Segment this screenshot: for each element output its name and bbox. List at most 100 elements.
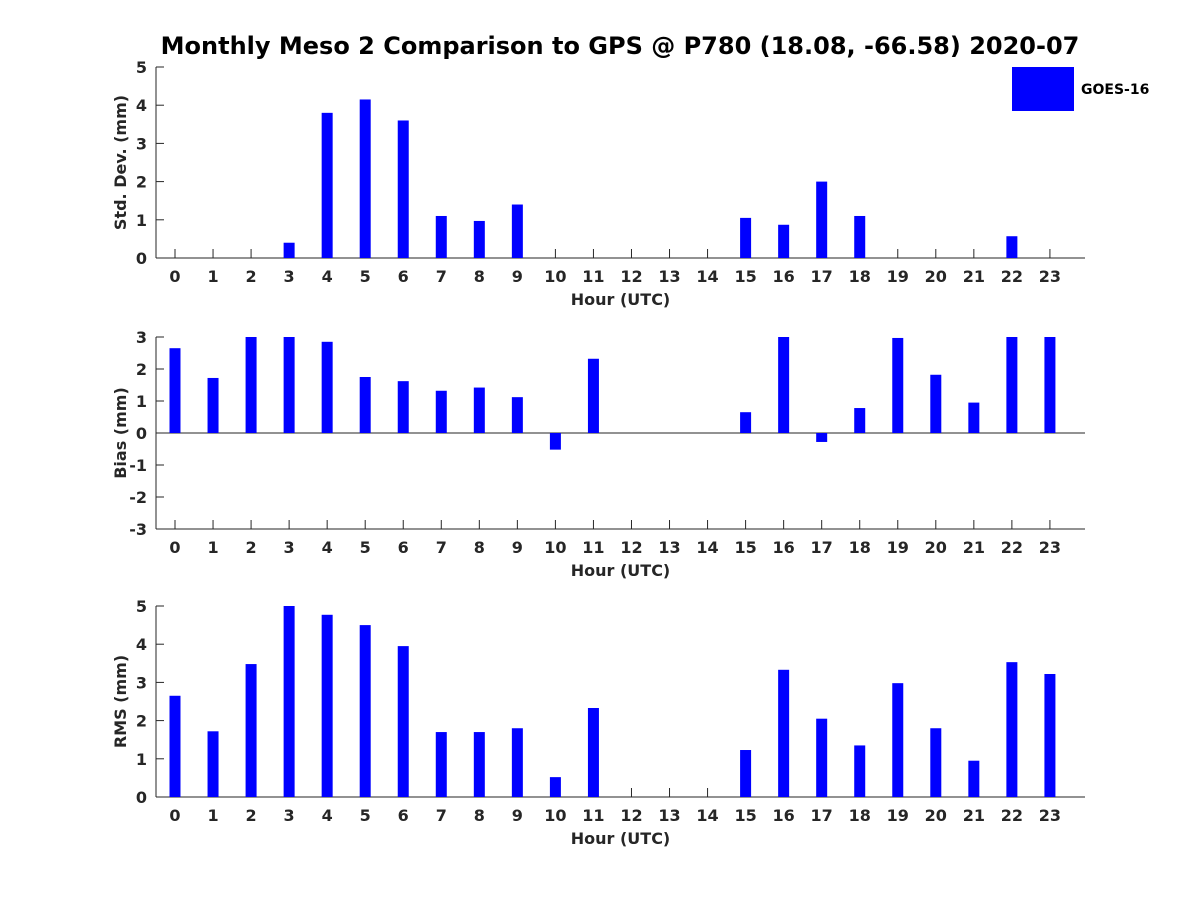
bias-xtick-label: 21 bbox=[963, 538, 985, 557]
rms-xtick-label: 21 bbox=[963, 806, 985, 825]
std-dev-bar-22 bbox=[1006, 236, 1018, 258]
rms-xtick-label: 23 bbox=[1039, 806, 1061, 825]
std-dev-xtick-label: 16 bbox=[773, 267, 795, 286]
rms-bar-9 bbox=[511, 728, 523, 797]
std-dev-xtick-label: 19 bbox=[887, 267, 909, 286]
rms-bar-1 bbox=[207, 731, 219, 797]
std-dev-ytick-label: 3 bbox=[136, 134, 147, 153]
std-dev-xtick-label: 21 bbox=[963, 267, 985, 286]
bias-ytick-label: 2 bbox=[136, 360, 147, 379]
bias-bar-9 bbox=[511, 397, 523, 433]
std-dev-bar-17 bbox=[816, 181, 828, 258]
bias-bar-10 bbox=[549, 433, 561, 450]
bias-bar-11 bbox=[587, 358, 599, 433]
std-dev-bar-15 bbox=[740, 217, 752, 258]
bias-xtick-label: 16 bbox=[773, 538, 795, 557]
bias-xtick-label: 7 bbox=[436, 538, 447, 557]
legend-label: GOES-16 bbox=[1081, 82, 1149, 98]
rms-xtick-label: 3 bbox=[284, 806, 295, 825]
std-dev-xtick-label: 15 bbox=[734, 267, 756, 286]
bias-xtick-label: 11 bbox=[582, 538, 604, 557]
rms-xtick-label: 9 bbox=[512, 806, 523, 825]
rms-bar-22 bbox=[1006, 662, 1018, 797]
std-dev-xtick-label: 3 bbox=[284, 267, 295, 286]
rms-xtick-label: 19 bbox=[887, 806, 909, 825]
rms-xtick-label: 7 bbox=[436, 806, 447, 825]
figure-title: Monthly Meso 2 Comparison to GPS @ P780 … bbox=[161, 32, 1080, 60]
bias-bar-6 bbox=[397, 381, 409, 433]
bias-ylabel: Bias (mm) bbox=[111, 387, 130, 479]
rms-xtick-label: 20 bbox=[925, 806, 947, 825]
std-dev-bar-18 bbox=[854, 215, 866, 258]
rms-xtick-label: 4 bbox=[322, 806, 333, 825]
bias-bar-22 bbox=[1006, 337, 1018, 433]
std-dev-xtick-label: 4 bbox=[322, 267, 333, 286]
bias-xtick-label: 17 bbox=[811, 538, 833, 557]
bias-ytick-label: 3 bbox=[136, 328, 147, 347]
rms-bar-11 bbox=[587, 707, 599, 797]
rms-xtick-label: 10 bbox=[544, 806, 566, 825]
rms-bar-21 bbox=[968, 760, 980, 797]
rms-xtick-label: 5 bbox=[360, 806, 371, 825]
bias-xtick-label: 9 bbox=[512, 538, 523, 557]
bias-bar-0 bbox=[169, 348, 181, 433]
bias-bar-18 bbox=[854, 408, 866, 433]
rms-xtick-label: 1 bbox=[207, 806, 218, 825]
bias-xtick-label: 5 bbox=[360, 538, 371, 557]
rms-xtick-label: 12 bbox=[620, 806, 642, 825]
std-dev-ylabel: Std. Dev. (mm) bbox=[111, 95, 130, 230]
bias-xtick-label: 20 bbox=[925, 538, 947, 557]
std-dev-xtick-label: 13 bbox=[658, 267, 680, 286]
rms-bar-0 bbox=[169, 695, 181, 797]
bias-xtick-label: 0 bbox=[169, 538, 180, 557]
std-dev-xtick-label: 2 bbox=[246, 267, 257, 286]
legend-swatch bbox=[1012, 67, 1074, 111]
bias-xtick-label: 10 bbox=[544, 538, 566, 557]
bias-bar-21 bbox=[968, 402, 980, 433]
rms-xtick-label: 0 bbox=[169, 806, 180, 825]
bias-xtick-label: 8 bbox=[474, 538, 485, 557]
std-dev-xtick-label: 7 bbox=[436, 267, 447, 286]
std-dev-xtick-label: 0 bbox=[169, 267, 180, 286]
std-dev-bar-6 bbox=[397, 120, 409, 258]
bias-bar-2 bbox=[245, 337, 257, 433]
bias-xtick-label: 23 bbox=[1039, 538, 1061, 557]
std-dev-xtick-label: 11 bbox=[582, 267, 604, 286]
std-dev-xtick-label: 22 bbox=[1001, 267, 1023, 286]
std-dev-bar-8 bbox=[473, 220, 485, 258]
rms-ytick-label: 4 bbox=[136, 635, 147, 654]
std-dev-xtick-label: 9 bbox=[512, 267, 523, 286]
rms-xtick-label: 8 bbox=[474, 806, 485, 825]
std-dev-xtick-label: 18 bbox=[849, 267, 871, 286]
bias-bar-16 bbox=[778, 337, 790, 433]
bias-bar-19 bbox=[892, 337, 904, 433]
bias-xtick-label: 1 bbox=[207, 538, 218, 557]
std-dev-xtick-label: 6 bbox=[398, 267, 409, 286]
bias-xtick-label: 18 bbox=[849, 538, 871, 557]
std-dev-xtick-label: 5 bbox=[360, 267, 371, 286]
rms-bar-15 bbox=[740, 750, 752, 797]
bias-bar-4 bbox=[321, 341, 333, 433]
std-dev-bar-9 bbox=[511, 204, 523, 258]
rms-xtick-label: 11 bbox=[582, 806, 604, 825]
std-dev-bar-4 bbox=[321, 112, 333, 258]
rms-bar-6 bbox=[397, 646, 409, 797]
std-dev-ytick-label: 2 bbox=[136, 173, 147, 192]
rms-xtick-label: 6 bbox=[398, 806, 409, 825]
std-dev-xtick-label: 8 bbox=[474, 267, 485, 286]
std-dev-ytick-label: 5 bbox=[136, 58, 147, 77]
rms-ytick-label: 1 bbox=[136, 750, 147, 769]
bias-ytick-label: -3 bbox=[129, 520, 147, 539]
rms-bar-20 bbox=[930, 728, 942, 797]
bias-bar-5 bbox=[359, 377, 371, 433]
rms-bar-8 bbox=[473, 732, 485, 797]
std-dev-ytick-label: 1 bbox=[136, 211, 147, 230]
rms-xtick-label: 2 bbox=[246, 806, 257, 825]
bias-xlabel: Hour (UTC) bbox=[571, 561, 671, 580]
bias-bar-23 bbox=[1044, 337, 1056, 433]
rms-xlabel: Hour (UTC) bbox=[571, 829, 671, 848]
std-dev-ytick-label: 0 bbox=[136, 249, 147, 268]
